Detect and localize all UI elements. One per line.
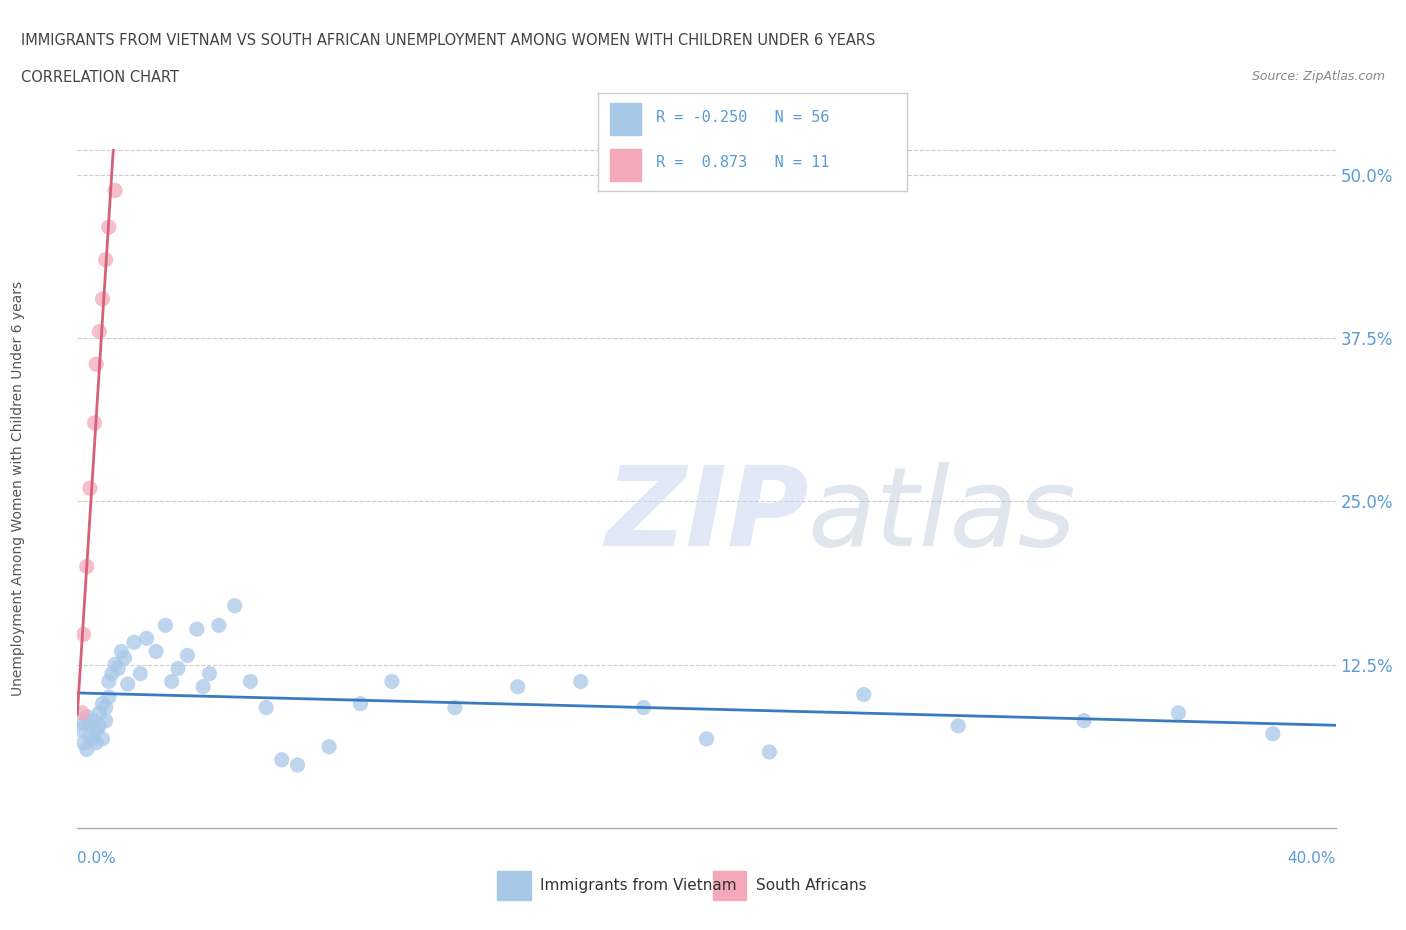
- Point: [117, 677, 139, 692]
- Point: [270, 752, 292, 767]
- Point: [84, 723, 107, 737]
- Point: [104, 658, 127, 672]
- Point: [758, 745, 780, 760]
- Text: 40.0%: 40.0%: [1288, 851, 1336, 866]
- Point: [167, 661, 190, 676]
- Point: [633, 700, 655, 715]
- Bar: [610, 103, 641, 135]
- Point: [186, 622, 208, 637]
- Point: [104, 183, 127, 198]
- Point: [176, 648, 198, 663]
- Point: [1261, 726, 1284, 741]
- Point: [97, 674, 120, 689]
- Point: [82, 732, 104, 747]
- Point: [191, 679, 215, 694]
- Point: [1167, 705, 1189, 720]
- Point: [155, 618, 177, 632]
- Point: [145, 644, 167, 658]
- Point: [72, 716, 94, 731]
- Point: [84, 357, 107, 372]
- Point: [852, 687, 875, 702]
- Text: R =  0.873   N = 11: R = 0.873 N = 11: [657, 155, 830, 170]
- Point: [198, 666, 221, 681]
- Text: R = -0.250   N = 56: R = -0.250 N = 56: [657, 111, 830, 126]
- Text: South Africans: South Africans: [755, 878, 866, 894]
- Point: [208, 618, 231, 632]
- Text: ZIP: ZIP: [606, 462, 810, 569]
- Point: [91, 697, 114, 711]
- Point: [70, 705, 93, 720]
- Text: Source: ZipAtlas.com: Source: ZipAtlas.com: [1251, 70, 1385, 83]
- Bar: [610, 149, 641, 180]
- Text: CORRELATION CHART: CORRELATION CHART: [21, 70, 179, 85]
- Point: [91, 732, 114, 747]
- Point: [107, 661, 129, 676]
- Point: [97, 219, 120, 234]
- Point: [948, 718, 970, 733]
- Point: [381, 674, 404, 689]
- Point: [506, 679, 529, 694]
- Point: [76, 742, 98, 757]
- Text: Unemployment Among Women with Children Under 6 years: Unemployment Among Women with Children U…: [11, 281, 25, 696]
- Point: [122, 635, 145, 650]
- Point: [254, 700, 277, 715]
- Point: [94, 252, 117, 267]
- Point: [444, 700, 467, 715]
- Point: [224, 598, 246, 613]
- Text: Immigrants from Vietnam: Immigrants from Vietnam: [540, 878, 737, 894]
- Point: [94, 713, 117, 728]
- Text: atlas: atlas: [807, 462, 1076, 569]
- Point: [89, 325, 111, 339]
- Point: [79, 481, 101, 496]
- Point: [79, 729, 101, 744]
- Point: [89, 705, 111, 720]
- Text: 0.0%: 0.0%: [77, 851, 117, 866]
- Point: [569, 674, 592, 689]
- Point: [114, 651, 136, 666]
- Point: [72, 736, 94, 751]
- Point: [101, 666, 124, 681]
- Point: [94, 700, 117, 715]
- Point: [76, 710, 98, 724]
- Point: [82, 713, 104, 728]
- Text: IMMIGRANTS FROM VIETNAM VS SOUTH AFRICAN UNEMPLOYMENT AMONG WOMEN WITH CHILDREN : IMMIGRANTS FROM VIETNAM VS SOUTH AFRICAN…: [21, 33, 876, 47]
- Bar: [498, 871, 531, 900]
- Point: [69, 723, 91, 737]
- Point: [79, 716, 101, 731]
- Point: [97, 690, 120, 705]
- Point: [76, 559, 98, 574]
- Point: [110, 644, 132, 658]
- Point: [89, 718, 111, 733]
- Point: [1073, 713, 1095, 728]
- Point: [318, 739, 340, 754]
- Point: [129, 666, 152, 681]
- Bar: [713, 871, 747, 900]
- Point: [91, 291, 114, 306]
- Point: [135, 631, 157, 645]
- Point: [349, 697, 371, 711]
- Point: [160, 674, 183, 689]
- Point: [72, 627, 94, 642]
- Point: [83, 416, 105, 431]
- Point: [84, 736, 107, 751]
- Point: [696, 732, 718, 747]
- Point: [287, 758, 309, 773]
- Point: [239, 674, 262, 689]
